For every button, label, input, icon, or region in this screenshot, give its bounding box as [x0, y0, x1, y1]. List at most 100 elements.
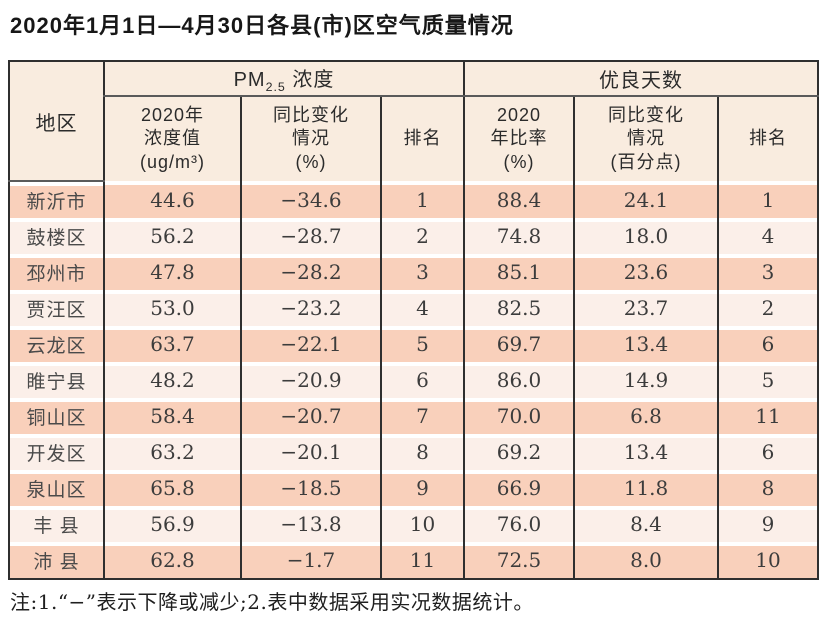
- pm-change-cell: −20.7: [240, 398, 381, 434]
- pm-rank-cell: 3: [380, 254, 464, 290]
- table-row: 新沂市 44.6 −34.6 1 88.4 24.1 1: [8, 181, 819, 218]
- days-rank-cell: 3: [716, 254, 819, 290]
- pm-value-cell: 56.9: [103, 506, 241, 542]
- pm-value-cell: 44.6: [103, 181, 241, 218]
- table-row: 泉山区 65.8 −18.5 9 66.9 11.8 8: [8, 470, 819, 506]
- table-row: 开发区 63.2 −20.1 8 69.2 13.4 6: [8, 434, 819, 470]
- header-region: 地区: [8, 61, 104, 182]
- pm-change-cell: −34.6: [240, 181, 381, 218]
- table-row: 丰 县 56.9 −13.8 10 76.0 8.4 9: [8, 506, 819, 542]
- pm-change-cell: −23.2: [240, 290, 381, 326]
- days-rank-cell: 1: [716, 181, 819, 218]
- days-change-cell: 18.0: [573, 218, 718, 254]
- page-title: 2020年1月1日—4月30日各县(市)区空气质量情况: [10, 13, 514, 38]
- region-cell: 铜山区: [8, 398, 104, 434]
- table-row: 贾汪区 53.0 −23.2 4 82.5 23.7 2: [8, 290, 819, 326]
- header-pm-value: 2020年 浓度值 (ug/m³): [103, 96, 241, 181]
- days-change-cell: 23.7: [573, 290, 718, 326]
- pm25-label-subscript: 2.5: [265, 80, 286, 94]
- table-row: 睢宁县 48.2 −20.9 6 86.0 14.9 5: [8, 362, 819, 398]
- days-ratio-cell: 72.5: [463, 542, 574, 579]
- pm25-label-prefix: PM: [233, 69, 266, 91]
- header-days-ratio: 2020 年比率 (%): [463, 96, 574, 181]
- pm-change-cell: −20.1: [240, 434, 381, 470]
- days-change-cell: 13.4: [573, 326, 718, 362]
- days-change-cell: 23.6: [573, 254, 718, 290]
- days-ratio-cell: 70.0: [463, 398, 574, 434]
- pm-change-cell: −22.1: [240, 326, 381, 362]
- region-cell: 新沂市: [8, 181, 104, 218]
- days-change-cell: 24.1: [573, 181, 718, 218]
- table-row: 铜山区 58.4 −20.7 7 70.0 6.8 11: [8, 398, 819, 434]
- header-group-good-days: 优良天数: [462, 61, 819, 97]
- pm-rank-cell: 8: [380, 434, 464, 470]
- days-rank-cell: 8: [716, 470, 819, 506]
- days-ratio-cell: 69.2: [463, 434, 574, 470]
- days-ratio-cell: 66.9: [463, 470, 574, 506]
- days-ratio-cell: 88.4: [463, 181, 574, 218]
- pm-value-cell: 58.4: [103, 398, 241, 434]
- pm-value-cell: 63.7: [103, 326, 241, 362]
- header-pm-rank: 排名: [380, 96, 464, 181]
- pm-change-cell: −28.2: [240, 254, 381, 290]
- pm-value-cell: 53.0: [103, 290, 241, 326]
- region-cell: 开发区: [8, 434, 104, 470]
- days-change-cell: 13.4: [573, 434, 718, 470]
- pm-value-cell: 56.2: [103, 218, 241, 254]
- pm-rank-cell: 6: [380, 362, 464, 398]
- pm-change-cell: −20.9: [240, 362, 381, 398]
- table-row: 鼓楼区 56.2 −28.7 2 74.8 18.0 4: [8, 218, 819, 254]
- table-row: 邳州市 47.8 −28.2 3 85.1 23.6 3: [8, 254, 819, 290]
- days-rank-cell: 5: [716, 362, 819, 398]
- pm-value-cell: 65.8: [103, 470, 241, 506]
- pm-change-cell: −13.8: [240, 506, 381, 542]
- header-days-change: 同比变化 情况 (百分点): [573, 96, 718, 181]
- pm-change-cell: −1.7: [240, 542, 381, 579]
- days-change-cell: 14.9: [573, 362, 718, 398]
- region-cell: 睢宁县: [8, 362, 104, 398]
- days-rank-cell: 2: [716, 290, 819, 326]
- days-ratio-cell: 69.7: [463, 326, 574, 362]
- region-cell: 丰 县: [8, 506, 104, 542]
- air-quality-table: 地区 PM2.5 浓度 优良天数 2020年 浓度值 (ug/m³) 同比变化 …: [8, 60, 820, 580]
- pm-rank-cell: 7: [380, 398, 464, 434]
- region-cell: 云龙区: [8, 326, 104, 362]
- days-rank-cell: 6: [716, 434, 819, 470]
- pm-change-cell: −18.5: [240, 470, 381, 506]
- days-ratio-cell: 76.0: [463, 506, 574, 542]
- days-ratio-cell: 82.5: [463, 290, 574, 326]
- pm-rank-cell: 9: [380, 470, 464, 506]
- header-group-pm25: PM2.5 浓度: [103, 61, 464, 97]
- days-rank-cell: 6: [716, 326, 819, 362]
- region-cell: 鼓楼区: [8, 218, 104, 254]
- pm-value-cell: 62.8: [103, 542, 241, 579]
- days-ratio-cell: 74.8: [463, 218, 574, 254]
- pm-rank-cell: 1: [380, 181, 464, 218]
- region-cell: 泉山区: [8, 470, 104, 506]
- days-rank-cell: 11: [716, 398, 819, 434]
- pm-change-cell: −28.7: [240, 218, 381, 254]
- days-rank-cell: 4: [716, 218, 819, 254]
- days-change-cell: 11.8: [573, 470, 718, 506]
- region-cell: 沛 县: [8, 542, 104, 579]
- pm-rank-cell: 5: [380, 326, 464, 362]
- pm-value-cell: 47.8: [103, 254, 241, 290]
- table-body: 新沂市 44.6 −34.6 1 88.4 24.1 1 鼓楼区 56.2 −2…: [8, 181, 819, 579]
- region-cell: 邳州市: [8, 254, 104, 290]
- table-row: 沛 县 62.8 −1.7 11 72.5 8.0 10: [8, 542, 819, 579]
- days-rank-cell: 10: [716, 542, 819, 579]
- pm-rank-cell: 2: [380, 218, 464, 254]
- days-ratio-cell: 85.1: [463, 254, 574, 290]
- table-header: 地区 PM2.5 浓度 优良天数 2020年 浓度值 (ug/m³) 同比变化 …: [8, 61, 819, 182]
- pm-rank-cell: 11: [380, 542, 464, 579]
- pm-rank-cell: 4: [380, 290, 464, 326]
- footnote: 注:1.“−”表示下降或减少;2.表中数据采用实况数据统计。: [10, 590, 534, 614]
- days-rank-cell: 9: [716, 506, 819, 542]
- pm-value-cell: 63.2: [103, 434, 241, 470]
- pm-rank-cell: 10: [380, 506, 464, 542]
- days-ratio-cell: 86.0: [463, 362, 574, 398]
- pm25-label-suffix: 浓度: [285, 69, 335, 91]
- days-change-cell: 8.4: [573, 506, 718, 542]
- table-row: 云龙区 63.7 −22.1 5 69.7 13.4 6: [8, 326, 819, 362]
